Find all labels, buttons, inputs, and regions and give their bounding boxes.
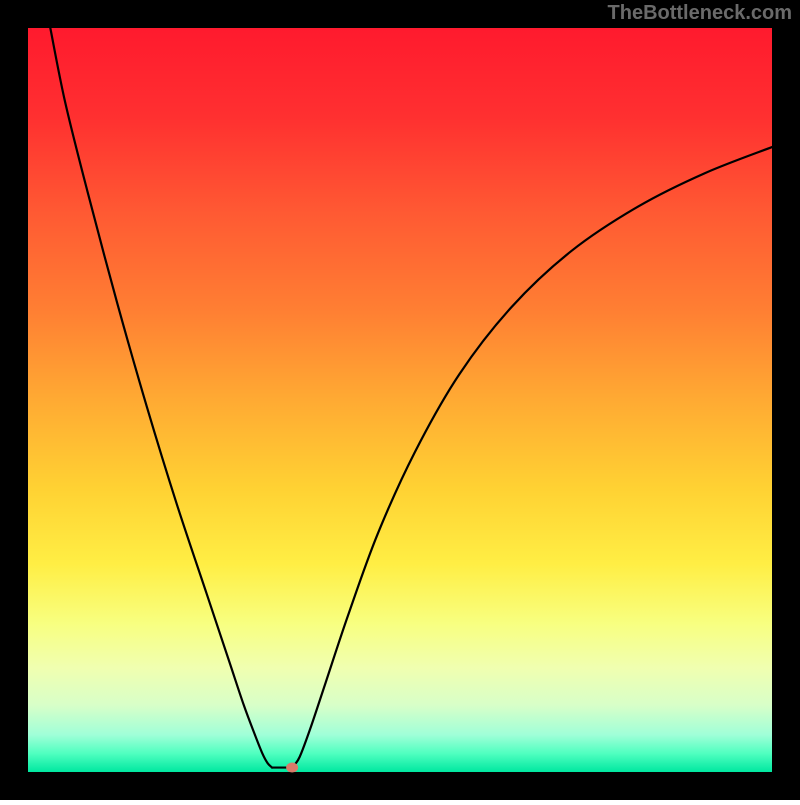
watermark-text: TheBottleneck.com: [608, 2, 792, 25]
bottleneck-chart: [0, 0, 800, 800]
chart-svg: [0, 0, 800, 800]
chart-gradient-background: [28, 28, 772, 772]
optimal-point-marker: [286, 763, 298, 773]
